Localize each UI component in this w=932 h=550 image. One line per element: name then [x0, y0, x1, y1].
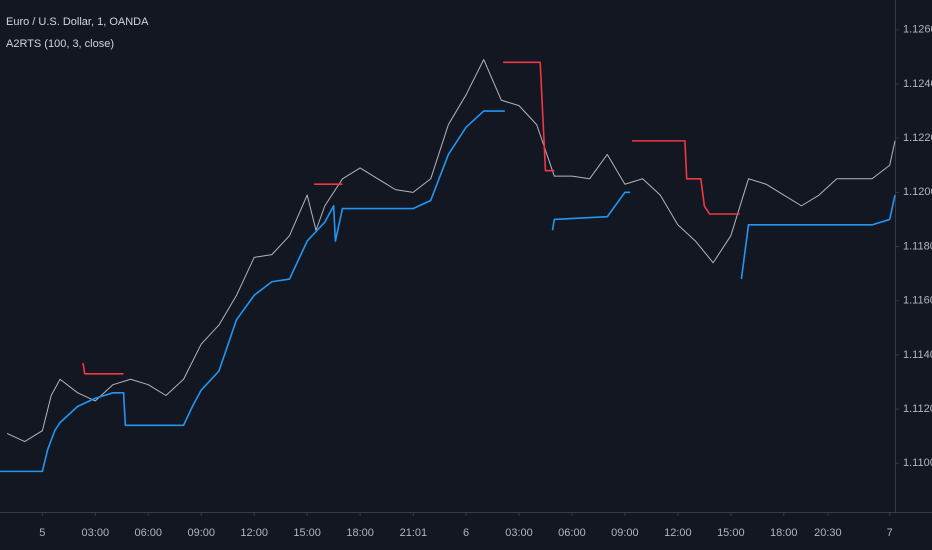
x-tick-label: 06:00	[558, 527, 586, 539]
x-tick-label: 15:00	[293, 527, 321, 539]
y-tick-label: 1.1100	[903, 457, 932, 469]
x-tick-label: 20:30	[814, 527, 842, 539]
y-tick-label: 1.1160	[903, 295, 932, 307]
series-line	[82, 61, 740, 375]
chart-title: Euro / U.S. Dollar, 1, OANDA	[6, 16, 149, 28]
y-tick-label: 1.1180	[903, 240, 932, 252]
x-tick-label: 12:00	[240, 527, 268, 539]
y-tick-label: 1.1260	[903, 24, 932, 36]
x-tick-label: 5	[39, 527, 45, 539]
series-line	[0, 110, 896, 473]
x-tick-label: 09:00	[187, 527, 215, 539]
x-tick-label: 09:00	[611, 527, 639, 539]
x-tick-label: 15:00	[717, 527, 745, 539]
y-tick-label: 1.1140	[903, 349, 932, 361]
y-tick-label: 1.1120	[903, 403, 932, 415]
y-tick-label: 1.1200	[903, 186, 932, 198]
y-tick-label: 1.1240	[903, 78, 932, 90]
y-tick-label: 1.1220	[903, 132, 932, 144]
x-tick-label: 03:00	[505, 527, 533, 539]
series-line	[6, 59, 896, 443]
x-tick-label: 12:00	[664, 527, 692, 539]
x-tick-label: 7	[887, 527, 893, 539]
x-tick-label: 03:00	[82, 527, 110, 539]
x-tick-label: 21:01	[400, 527, 428, 539]
x-tick-label: 18:00	[770, 527, 798, 539]
x-tick-label: 6	[463, 527, 469, 539]
x-tick-label: 06:00	[135, 527, 163, 539]
indicator-title: A2RTS (100, 3, close)	[6, 38, 114, 50]
x-tick-label: 18:00	[346, 527, 374, 539]
